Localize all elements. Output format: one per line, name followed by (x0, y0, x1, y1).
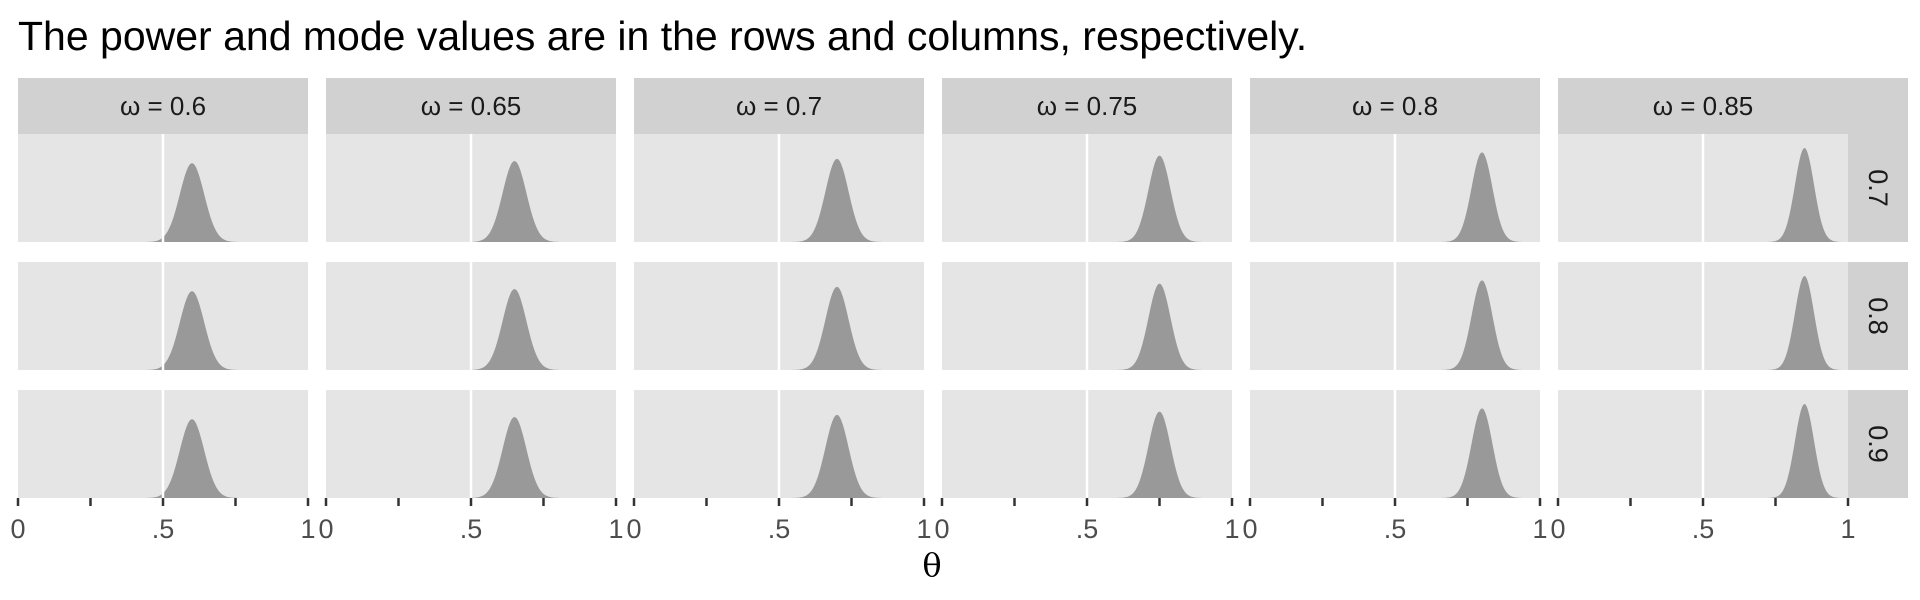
row-strip-label: 0.9 (1863, 425, 1893, 463)
column-strip-background (1250, 78, 1540, 134)
density-area (140, 163, 244, 242)
panel-row-0-9-col-0-6 (18, 390, 308, 498)
column-strip-label: ω = 0.65 (421, 91, 522, 121)
x-tick-label: 0 (10, 514, 25, 544)
x-tick-label: 1 (1840, 514, 1855, 544)
x-axis-col-0-6: 0.5 1 (10, 498, 316, 544)
column-strip-background (326, 78, 616, 134)
density-area (464, 161, 565, 242)
panel-row-0-7-col-0-85 (1558, 134, 1848, 242)
column-strip-0-65: ω = 0.65 (326, 78, 616, 134)
density-area (1113, 411, 1206, 498)
panel-row-0-9-col-0-65 (326, 390, 616, 498)
panel-row-0-7-col-0-65 (326, 134, 616, 242)
column-strip-label: ω = 0.6 (120, 91, 206, 121)
x-tick-label: 1 (608, 514, 623, 544)
panel-row-0-9-col-0-75 (942, 390, 1232, 498)
row-strip-0-8: 0.8 (1848, 262, 1908, 370)
row-strip-background (1848, 262, 1908, 370)
column-strip-background (634, 78, 924, 134)
x-tick-label: 1 (916, 514, 931, 544)
x-axis-col-0-7: 0.5 1 (626, 498, 932, 544)
panel-row-0-8-col-0-6 (18, 262, 308, 370)
x-tick-label: .5 (460, 514, 483, 544)
density-area (464, 417, 565, 498)
x-axis-col-0-65: 0.5 1 (318, 498, 624, 544)
column-strip-background (18, 78, 308, 134)
column-strip-label: ω = 0.7 (736, 91, 822, 121)
density-area (1438, 408, 1526, 498)
row-strip-background (1848, 390, 1908, 498)
row-strip-0-9: 0.9 (1848, 390, 1908, 498)
panel-row-0-9-col-0-85 (1558, 390, 1848, 498)
x-axis-title: θ (922, 546, 941, 584)
panel-row-0-8-col-0-85 (1558, 262, 1848, 370)
column-strip-0-8: ω = 0.8 (1250, 78, 1540, 134)
panel-row-0-8-col-0-7 (634, 262, 924, 370)
panel-row-0-8-col-0-8 (1250, 262, 1540, 370)
column-strip-background (942, 78, 1232, 134)
panel-row-0-9-col-0-8 (1250, 390, 1540, 498)
x-tick-label: 0 (1550, 514, 1565, 544)
column-strip-0-7: ω = 0.7 (634, 78, 924, 134)
strip-layer: ω = 0.6 ω = 0.65 ω = 0.7 ω = 0.75 ω = 0.8 ω =… (18, 78, 1908, 498)
axis-layer: 0.5 1 0.5 1 0.5 1 0.5 1 0.5 1 0.5 1 (10, 498, 1856, 544)
row-strip-background (1848, 78, 1908, 242)
column-strip-0-6: ω = 0.6 (18, 78, 308, 134)
panel-layer (18, 134, 1848, 498)
density-area (140, 419, 244, 498)
density-area (788, 158, 886, 242)
density-area (1764, 148, 1845, 242)
x-tick-label: .5 (152, 514, 175, 544)
x-tick-label: 1 (300, 514, 315, 544)
column-strip-label: ω = 0.85 (1653, 91, 1754, 121)
x-axis-col-0-8: 0.5 1 (1242, 498, 1548, 544)
x-tick-label: 0 (626, 514, 641, 544)
density-area (1113, 155, 1206, 242)
x-axis-col-0-85: 0.5 1 (1550, 498, 1856, 544)
panel-row-0-9-col-0-7 (634, 390, 924, 498)
column-strip-0-75: ω = 0.75 (942, 78, 1232, 134)
x-tick-label: .5 (1384, 514, 1407, 544)
panel-row-0-8-col-0-65 (326, 262, 616, 370)
panel-row-0-7-col-0-6 (18, 134, 308, 242)
x-tick-label: 0 (934, 514, 949, 544)
column-strip-label: ω = 0.75 (1037, 91, 1138, 121)
density-area (1113, 283, 1206, 370)
row-strip-label: 0.7 (1863, 169, 1893, 207)
x-tick-label: 0 (318, 514, 333, 544)
x-tick-label: .5 (1076, 514, 1099, 544)
x-tick-label: .5 (1692, 514, 1715, 544)
density-area (788, 286, 886, 370)
density-area (788, 414, 886, 498)
panel-row-0-7-col-0-8 (1250, 134, 1540, 242)
x-tick-label: 1 (1532, 514, 1547, 544)
row-strip-label: 0.8 (1863, 297, 1893, 335)
x-tick-label: .5 (768, 514, 791, 544)
density-area (140, 291, 244, 370)
density-area (1764, 276, 1845, 370)
density-area (1764, 404, 1845, 498)
column-strip-background (1558, 78, 1848, 134)
density-area (1438, 152, 1526, 242)
x-tick-label: 0 (1242, 514, 1257, 544)
panel-row-0-7-col-0-7 (634, 134, 924, 242)
panel-row-0-8-col-0-75 (942, 262, 1232, 370)
panel-row-0-7-col-0-75 (942, 134, 1232, 242)
x-axis-col-0-75: 0.5 1 (934, 498, 1240, 544)
x-tick-label: 1 (1224, 514, 1239, 544)
density-area (464, 289, 565, 370)
column-strip-label: ω = 0.8 (1352, 91, 1438, 121)
column-strip-0-85: ω = 0.85 (1558, 78, 1848, 134)
row-strip-0-7: 0.7 (1848, 78, 1908, 242)
chart-title: The power and mode values are in the row… (18, 13, 1308, 59)
density-area (1438, 280, 1526, 370)
